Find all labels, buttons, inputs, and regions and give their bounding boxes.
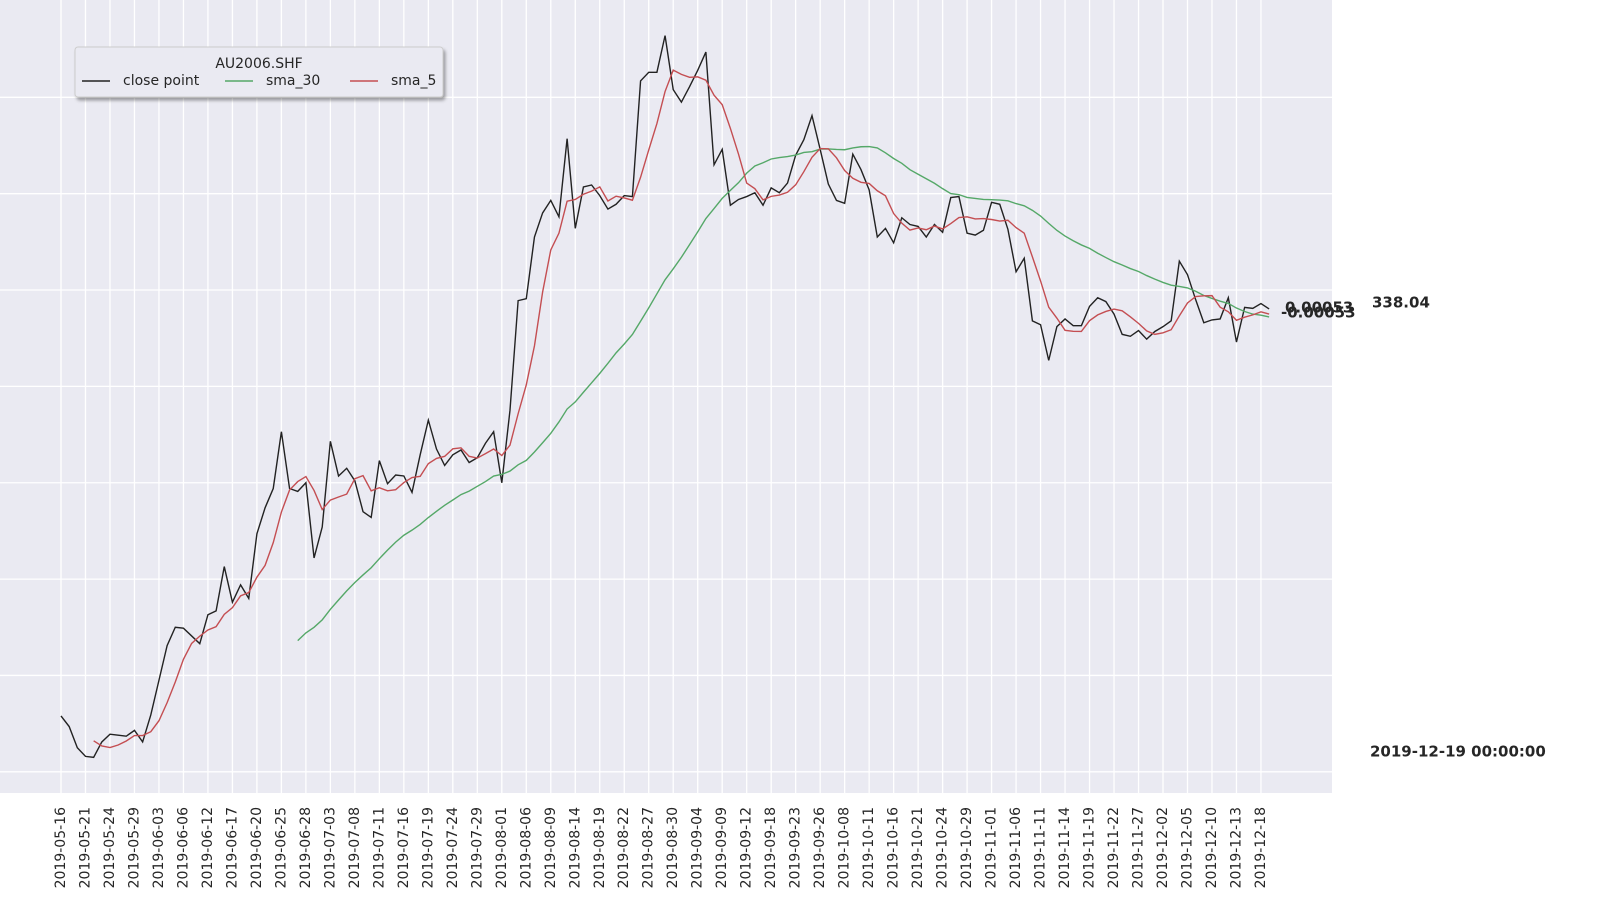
x-tick-label: 2019-12-13 [1228,807,1244,888]
x-tick-label: 2019-07-24 [445,807,461,888]
legend-title: AU2006.SHF [215,56,302,72]
x-tick-label: 2019-11-22 [1106,807,1122,888]
x-tick-label: 2019-07-03 [322,807,338,888]
x-tick-label: 2019-08-09 [543,807,559,888]
x-tick-label: 2019-12-02 [1155,807,1171,888]
x-tick-label: 2019-10-11 [861,807,877,888]
x-tick-label: 2019-09-12 [739,807,755,888]
x-tick-label: 2019-11-01 [984,807,1000,888]
x-axis: 2019-05-16 2019-05-21 2019-05-24 2019-05-29… [53,807,1269,888]
x-tick-label: 2019-06-28 [298,807,314,888]
plot-area [0,0,1332,793]
legend-label: close point [123,73,200,89]
legend-label: sma_30 [266,73,320,89]
x-tick-label: 2019-11-11 [1033,807,1049,888]
series-line [60,35,1270,759]
legend-label: sma_5 [391,73,436,89]
x-tick-label: 2019-10-16 [886,807,902,888]
x-tick-label: 2019-09-09 [714,807,730,888]
x-tick-label: 2019-08-01 [494,807,510,888]
x-tick-label: 2019-07-08 [347,807,363,888]
annotation: 2019-12-19 00:00:00 [1370,743,1546,761]
lines [60,35,1270,759]
x-tick-label: 2019-09-23 [788,807,804,888]
x-tick-label: 2019-10-08 [837,807,853,888]
x-tick-label: 2019-05-21 [77,807,93,888]
x-tick-label: 2019-10-21 [910,807,926,888]
x-tick-label: 2019-08-22 [616,807,632,888]
series-line [297,145,1270,642]
annotation: -0.00053 [1281,304,1356,322]
x-tick-label: 2019-10-24 [935,807,951,888]
x-tick-label: 2019-09-18 [763,807,779,888]
x-tick-label: 2019-08-14 [567,807,583,888]
x-tick-label: 2019-07-11 [371,807,387,888]
annotations: 0.00053-0.00053 338.04 2019-12-19 00:00:00 [1281,294,1546,761]
legend-box [74,46,444,98]
x-tick-label: 2019-11-19 [1082,807,1098,888]
x-tick-label: 2019-05-16 [53,807,69,888]
x-tick-label: 2019-06-17 [224,807,240,888]
x-tick-label: 2019-12-18 [1253,807,1269,888]
x-tick-label: 2019-12-10 [1204,807,1220,888]
x-tick-label: 2019-08-30 [665,807,681,888]
x-tick-label: 2019-06-03 [151,807,167,888]
x-tick-label: 2019-12-05 [1179,807,1195,888]
x-tick-label: 2019-05-29 [126,807,142,888]
annotation: 0.00053 [1285,299,1353,317]
x-tick-label: 2019-07-19 [420,807,436,888]
x-tick-label: 2019-06-06 [175,807,191,888]
series-line [93,69,1270,749]
x-tick-label: 2019-11-27 [1131,807,1147,888]
x-tick-label: 2019-08-27 [641,807,657,888]
x-tick-label: 2019-11-14 [1057,807,1073,888]
annotation: 338.04 [1372,294,1430,312]
x-tick-label: 2019-09-26 [812,807,828,888]
x-tick-label: 2019-11-06 [1008,807,1024,888]
x-tick-label: 2019-06-20 [249,807,265,888]
x-tick-label: 2019-06-25 [273,807,289,888]
x-tick-label: 2019-08-19 [592,807,608,888]
x-tick-label: 2019-07-29 [469,807,485,888]
x-tick-label: 2019-05-24 [102,807,118,888]
x-tick-label: 2019-06-12 [200,807,216,888]
x-tick-label: 2019-07-16 [396,807,412,888]
x-tick-label: 2019-09-04 [690,807,706,888]
x-tick-label: 2019-10-29 [959,807,975,888]
x-tick-label: 2019-08-06 [518,807,534,888]
legend: AU2006.SHF close point sma_30 sma_5 [74,46,444,98]
